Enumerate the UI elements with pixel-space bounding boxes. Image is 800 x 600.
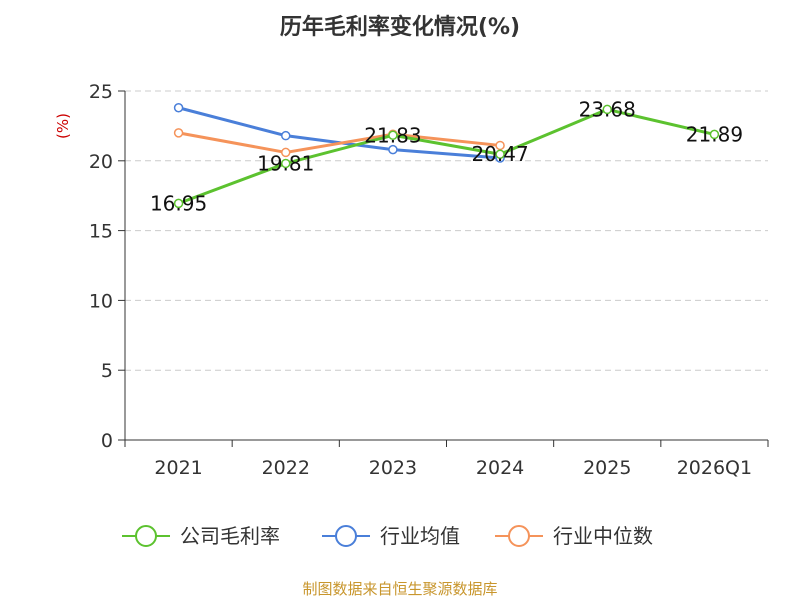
y-tick-label: 15 [89, 221, 113, 243]
data-point [495, 149, 505, 159]
data-label: 19.81 [257, 151, 314, 175]
legend-label: 公司毛利率 [180, 524, 280, 548]
data-label: 21.89 [686, 122, 743, 146]
legend-label: 行业均值 [380, 524, 460, 548]
data-point [173, 103, 184, 113]
data-point [281, 158, 291, 169]
data-point [709, 129, 720, 140]
legend: 公司毛利率 行业均值 行业中位数 [122, 524, 653, 548]
series-line-0 [178, 107, 715, 205]
legend-label: 行业中位数 [553, 524, 653, 548]
data-point [602, 104, 612, 115]
x-tick-label: 2022 [262, 457, 310, 479]
data-point [173, 198, 184, 209]
data-point [281, 130, 291, 141]
legend-marker [135, 525, 157, 547]
legend-marker [508, 525, 530, 547]
data-point [281, 147, 291, 158]
x-tick-label: 2025 [583, 457, 631, 479]
series-lines [173, 103, 720, 209]
y-axis-label: (%) [54, 113, 72, 139]
x-tick-label: 2021 [154, 457, 202, 479]
data-label: 16.95 [150, 191, 207, 215]
legend-marker [335, 525, 357, 547]
series-line-2 [178, 131, 501, 154]
y-tick-label: 0 [101, 430, 113, 452]
data-point [495, 140, 505, 151]
gridlines [125, 90, 768, 371]
data-label: 23.68 [579, 97, 636, 121]
x-tick-labels: 2021 2022 2023 2024 2025 2026Q1 [154, 457, 752, 479]
y-tick-label: 5 [101, 360, 113, 382]
y-tick-labels: 0 5 10 15 20 25 [89, 81, 113, 452]
data-label: 21.83 [364, 123, 421, 147]
y-tick-label: 25 [89, 81, 113, 103]
chart-title: 历年毛利率变化情况(%) [280, 14, 520, 40]
y-tick-label: 20 [89, 151, 113, 173]
data-point [173, 128, 184, 138]
axes [118, 90, 769, 447]
data-point [388, 130, 398, 141]
x-tick-label: 2023 [369, 457, 417, 479]
data-labels: 16.95 19.81 21.83 20.47 23.68 21.89 [150, 97, 743, 215]
data-label: 20.47 [471, 142, 528, 166]
y-tick-label: 10 [89, 290, 113, 312]
data-point [388, 144, 398, 155]
x-tick-label: 2024 [476, 457, 524, 479]
x-tick-label: 2026Q1 [677, 457, 752, 479]
source-note: 制图数据来自恒生聚源数据库 [302, 580, 497, 598]
